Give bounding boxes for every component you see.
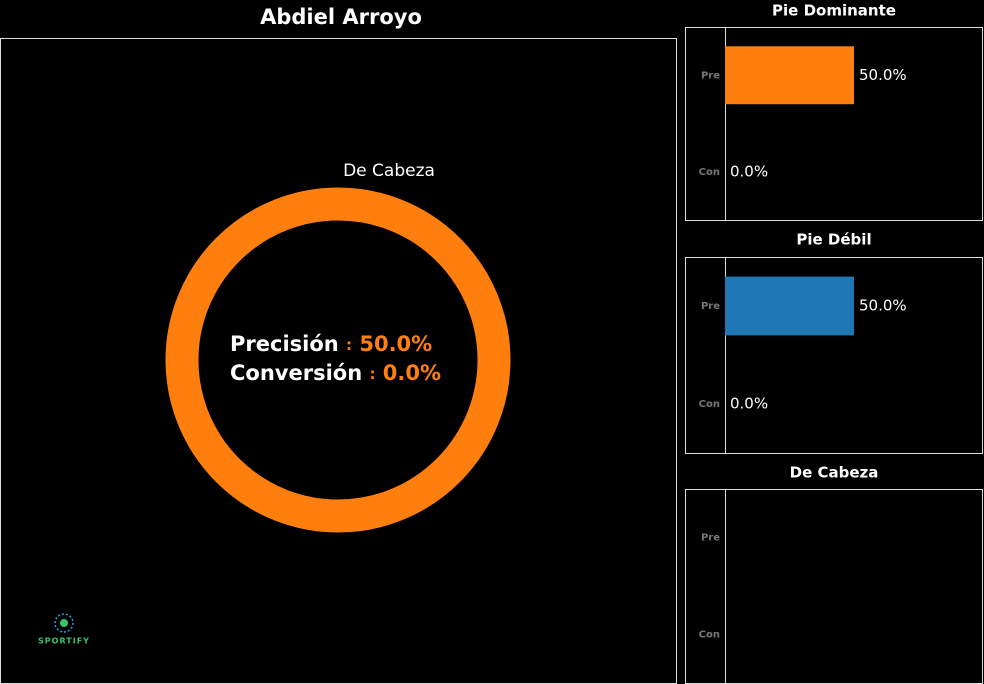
y-tick-label: Pre bbox=[701, 301, 720, 312]
y-tick-label: Pre bbox=[701, 70, 720, 81]
panel-frame bbox=[685, 27, 983, 221]
value-label: 0.0% bbox=[730, 395, 768, 413]
value-label: 0.0% bbox=[730, 162, 768, 180]
value-label: 50.0% bbox=[859, 297, 907, 315]
panel-title: Pie Débil bbox=[796, 231, 871, 249]
center-label-name: Precisión bbox=[230, 332, 339, 356]
y-tick-label: Con bbox=[699, 399, 720, 410]
center-label-value: 50.0% bbox=[359, 332, 432, 356]
panel-frame bbox=[685, 257, 983, 454]
center-label: Precisión : 50.0% bbox=[230, 332, 432, 356]
donut-slice bbox=[165, 187, 511, 533]
slice-label: De Cabeza bbox=[343, 161, 435, 181]
y-tick-label: Con bbox=[699, 630, 720, 641]
panel-title: Pie Dominante bbox=[772, 2, 896, 20]
center-label: Conversión : 0.0% bbox=[230, 361, 441, 385]
y-tick-label: Pre bbox=[701, 533, 720, 544]
center-label-value: 0.0% bbox=[383, 361, 441, 385]
center-label-separator: : bbox=[346, 336, 352, 354]
value-label: 50.0% bbox=[859, 66, 907, 84]
bar bbox=[725, 276, 854, 336]
page-title: Abdiel Arroyo bbox=[260, 5, 422, 29]
center-label-separator: : bbox=[369, 365, 375, 383]
panel-title: De Cabeza bbox=[790, 464, 879, 482]
y-tick-label: Con bbox=[699, 167, 720, 178]
center-label-name: Conversión bbox=[230, 361, 362, 385]
logo-icon bbox=[54, 613, 74, 633]
bar bbox=[725, 46, 854, 105]
logo-text: SPORTIFY bbox=[38, 637, 90, 646]
